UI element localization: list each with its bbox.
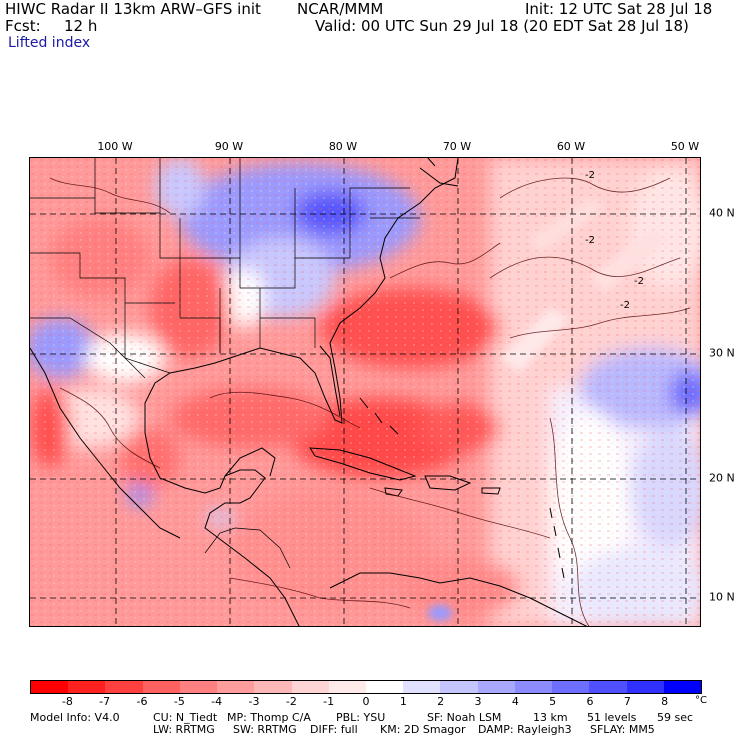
mp-scheme: MP: Thomp C/A xyxy=(227,711,311,724)
colorbar-cell xyxy=(254,681,292,693)
resolution: 13 km xyxy=(533,711,568,724)
valid-time: Valid: 00 UTC Sun 29 Jul 18 (20 EDT Sat … xyxy=(315,17,689,35)
damp-scheme: DAMP: Rayleigh3 xyxy=(478,723,572,736)
lon-label-60w: 60 W xyxy=(556,140,586,153)
lifted-index-map: -2 -2 -2 -2 xyxy=(29,157,701,627)
colorbar-cell xyxy=(514,681,553,693)
colorbar-tick-label: 0 xyxy=(362,695,370,708)
lat-label-10n: 10 N xyxy=(709,590,735,604)
sflay-scheme: SFLAY: MM5 xyxy=(590,723,655,736)
colorbar-tick-label: -7 xyxy=(99,695,111,708)
lat-label-20n: 20 N xyxy=(709,471,735,485)
contour-label: -2 xyxy=(585,170,595,181)
model-info: Model Info: V4.0 xyxy=(30,711,120,724)
map-canvas: -2 -2 -2 -2 xyxy=(30,158,700,626)
colorbar-tick-label: 2 xyxy=(437,695,445,708)
colorbar-unit: °C xyxy=(695,695,707,706)
colorbar-cell xyxy=(626,681,664,693)
lat-lon-grid xyxy=(30,158,700,626)
contour-label: -2 xyxy=(634,276,644,287)
colorbar-tick-label: -2 xyxy=(285,695,297,708)
colorbar-cell xyxy=(552,681,590,693)
coastlines xyxy=(30,158,588,626)
colorbar-cell xyxy=(589,681,627,693)
colorbar-tick-label: 6 xyxy=(586,695,594,708)
diff-scheme: DIFF: full xyxy=(310,723,358,736)
lon-label-50w: 50 W xyxy=(670,140,700,153)
colorbar-cell xyxy=(142,681,180,693)
field-texture xyxy=(30,158,700,626)
colorbar-cell xyxy=(663,681,701,693)
contour-label: -2 xyxy=(620,300,630,311)
field-streaks xyxy=(428,198,670,621)
contour-label: -2 xyxy=(585,235,595,246)
colorbar-tick-label: -3 xyxy=(248,695,260,708)
colorbar-tick-label: 5 xyxy=(549,695,557,708)
colorbar-tick-label: -5 xyxy=(173,695,185,708)
colorbar-cell xyxy=(31,681,69,693)
lw-scheme: LW: RRTMG xyxy=(153,723,215,736)
colorbar-tick-label: -8 xyxy=(61,695,73,708)
lat-label-40n: 40 N xyxy=(709,206,735,220)
colorbar-cell xyxy=(105,681,143,693)
colorbar-cell xyxy=(217,681,255,693)
lat-label-30n: 30 N xyxy=(709,346,735,360)
colorbar-tick-label: 8 xyxy=(661,695,669,708)
colorbar-tick-label: 1 xyxy=(399,695,407,708)
km-scheme: KM: 2D Smagor xyxy=(380,723,466,736)
lon-label-70w: 70 W xyxy=(442,140,472,153)
center-label: NCAR/MMM xyxy=(297,0,384,18)
lon-label-80w: 80 W xyxy=(328,140,358,153)
colorbar-tick-label: 7 xyxy=(623,695,631,708)
timestep: 59 sec xyxy=(657,711,694,724)
colorbar-tick-label: 3 xyxy=(474,695,482,708)
lon-label-90w: 90 W xyxy=(214,140,244,153)
levels: 51 levels xyxy=(587,711,637,724)
colorbar-cell xyxy=(440,681,478,693)
sf-scheme: SF: Noah LSM xyxy=(427,711,502,724)
political-borders xyxy=(30,158,420,569)
pbl-scheme: PBL: YSU xyxy=(336,711,386,724)
colorbar-cell xyxy=(291,681,329,693)
model-title: HIWC Radar II 13km ARW–GFS init xyxy=(5,0,261,18)
forecast-label: Fcst: xyxy=(5,17,41,35)
colorbar-tick-label: 4 xyxy=(511,695,519,708)
colorbar-cell xyxy=(365,681,404,693)
cu-scheme: CU: N_Tiedt xyxy=(153,711,218,724)
colorbar-cell xyxy=(68,681,106,693)
colorbar-cell xyxy=(328,681,366,693)
field-name: Lifted index xyxy=(8,35,91,51)
colorbar-cell xyxy=(477,681,515,693)
forecast-hour: 12 h xyxy=(64,17,98,35)
lon-label-100w: 100 W xyxy=(97,140,133,153)
colorbar-tick-label: -4 xyxy=(211,695,223,708)
colorbar-cell xyxy=(403,681,441,693)
colorbar-cell xyxy=(179,681,218,693)
init-time: Init: 12 UTC Sat 28 Jul 18 xyxy=(525,0,713,18)
colorbar-tick-label: -6 xyxy=(136,695,148,708)
sw-scheme: SW: RRTMG xyxy=(233,723,297,736)
colorbar-tick-label: -1 xyxy=(323,695,335,708)
colorbar xyxy=(30,680,702,694)
